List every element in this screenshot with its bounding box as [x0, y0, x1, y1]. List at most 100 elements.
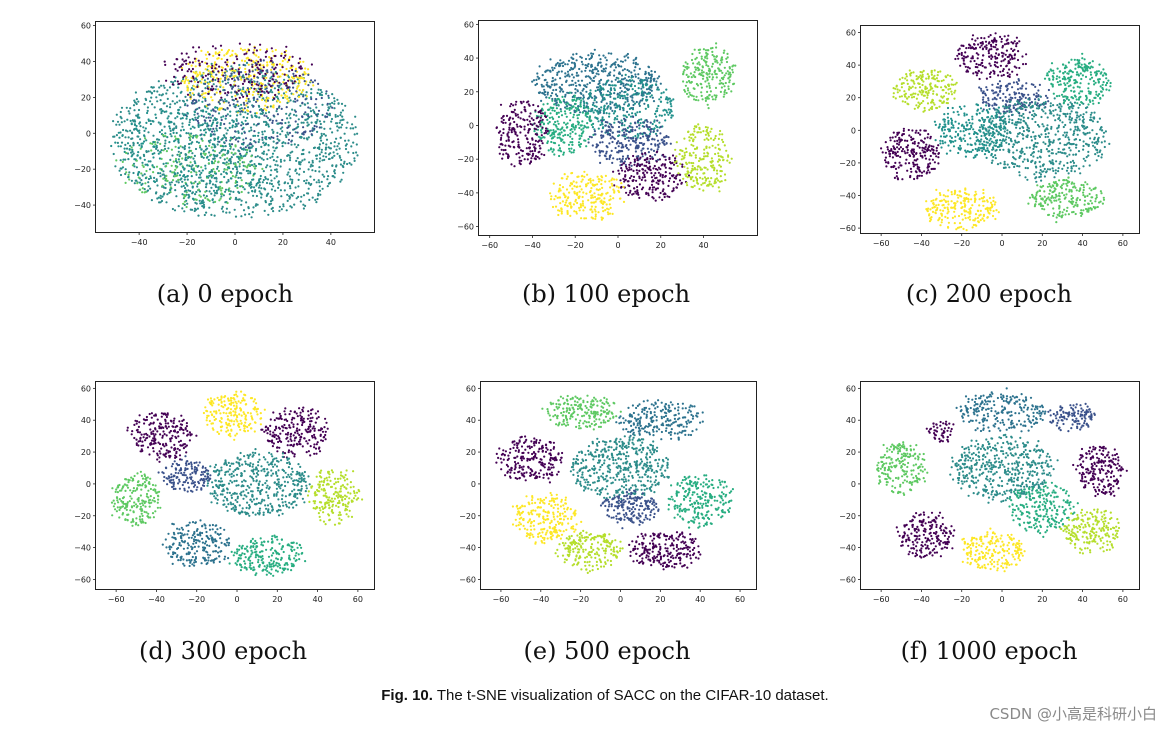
scatter-point-cluster-7: [717, 152, 720, 155]
scatter-point-cluster-1: [232, 75, 235, 78]
scatter-point-cluster-4: [539, 116, 542, 119]
scatter-point-cluster-2: [565, 126, 568, 129]
scatter-point-cluster-5: [644, 152, 647, 155]
scatter-point-cluster-0: [177, 205, 180, 208]
scatter-point-cluster-2: [568, 150, 571, 153]
scatter-point-cluster-3: [248, 70, 251, 73]
scatter-point-cluster-0: [262, 120, 266, 123]
scatter-point-cluster-0: [294, 186, 297, 189]
scatter-point-cluster-0: [584, 75, 587, 78]
scatter-point-cluster-3: [274, 66, 277, 69]
scatter-point-cluster-1: [200, 49, 203, 53]
scatter-point-cluster-6: [593, 192, 596, 195]
scatter-point-cluster-4: [541, 126, 544, 129]
scatter-point-cluster-1: [259, 82, 263, 85]
scatter-point-cluster-6: [550, 195, 553, 198]
scatter-point-cluster-5: [180, 171, 183, 174]
scatter-point-cluster-3: [621, 122, 624, 125]
scatter-point-cluster-2: [229, 75, 232, 78]
scatter-point-cluster-1: [638, 127, 641, 130]
scatter-point-cluster-8: [723, 66, 726, 69]
scatter-point-cluster-6: [580, 217, 583, 220]
scatter-point-cluster-0: [322, 155, 325, 158]
scatter-point-cluster-2: [251, 63, 254, 66]
scatter-point-cluster-2: [203, 119, 206, 122]
scatter-point-cluster-5: [638, 169, 641, 172]
scatter-point-cluster-0: [191, 152, 194, 155]
scatter-point-cluster-4: [537, 105, 540, 108]
scatter-point-cluster-2: [551, 150, 554, 153]
scatter-point-cluster-0: [315, 181, 318, 184]
scatter-point-cluster-0: [204, 87, 207, 90]
scatter-point-cluster-5: [680, 181, 683, 184]
scatter-point-cluster-0: [334, 113, 337, 117]
scatter-point-cluster-2: [315, 98, 318, 101]
scatter-point-cluster-0: [129, 107, 132, 110]
scatter-point-cluster-0: [344, 147, 348, 151]
scatter-point-cluster-0: [536, 72, 539, 75]
scatter-point-cluster-0: [257, 179, 261, 182]
scatter-point-cluster-3: [187, 56, 190, 59]
scatter-point-cluster-6: [597, 178, 600, 181]
scatter-point-cluster-4: [499, 138, 502, 141]
scatter-point-cluster-0: [248, 150, 252, 153]
scatter-point-cluster-3: [647, 139, 650, 142]
scatter-point-cluster-0: [653, 70, 657, 73]
scatter-point-cluster-3: [621, 134, 624, 137]
scatter-point-cluster-5: [152, 180, 156, 183]
scatter-point-cluster-1: [665, 109, 668, 112]
scatter-point-cluster-0: [609, 102, 612, 106]
scatter-point-cluster-0: [112, 152, 115, 156]
scatter-point-cluster-3: [603, 154, 606, 157]
scatter-point-cluster-6: [574, 200, 577, 203]
scatter-point-cluster-3: [236, 58, 239, 61]
scatter-point-cluster-0: [638, 101, 641, 104]
scatter-point-cluster-5: [169, 112, 172, 115]
scatter-point-cluster-3: [245, 52, 248, 55]
scatter-point-cluster-4: [240, 157, 244, 160]
scatter-point-cluster-5: [173, 172, 176, 175]
scatter-point-cluster-0: [645, 88, 649, 91]
scatter-point-cluster-5: [635, 169, 638, 172]
scatter-point-cluster-5: [235, 104, 238, 107]
scatter-point-cluster-0: [554, 97, 557, 101]
scatter-point-cluster-5: [154, 113, 157, 116]
scatter-point-cluster-0: [277, 186, 280, 189]
scatter-point-cluster-4: [229, 196, 232, 199]
scatter-point-cluster-5: [636, 157, 639, 160]
scatter-point-cluster-5: [234, 165, 237, 168]
scatter-point-cluster-2: [247, 146, 250, 149]
scatter-point-cluster-2: [548, 96, 551, 99]
scatter-point-cluster-5: [159, 150, 162, 153]
scatter-point-cluster-1: [263, 107, 266, 110]
scatter-point-cluster-5: [675, 186, 678, 189]
scatter-point-cluster-5: [651, 179, 655, 182]
scatter-point-cluster-3: [648, 160, 651, 163]
scatter-point-cluster-2: [318, 126, 321, 129]
scatter-point-cluster-1: [200, 78, 203, 81]
scatter-point-cluster-8: [695, 56, 698, 59]
scatter-point-cluster-0: [166, 97, 169, 100]
scatter-point-cluster-2: [279, 122, 282, 125]
scatter-point-cluster-0: [143, 103, 146, 106]
scatter-point-cluster-7: [711, 144, 714, 147]
scatter-point-cluster-0: [288, 175, 291, 178]
scatter-point-cluster-0: [631, 99, 634, 102]
scatter-point-cluster-6: [590, 201, 593, 204]
scatter-point-cluster-7: [692, 162, 695, 165]
scatter-point-cluster-4: [142, 165, 145, 168]
scatter-point-cluster-1: [302, 88, 305, 92]
scatter-point-cluster-4: [534, 143, 537, 146]
scatter-point-cluster-3: [235, 91, 238, 94]
scatter-point-cluster-6: [592, 179, 595, 182]
scatter-point-cluster-0: [597, 70, 600, 73]
scatter-point-cluster-1: [669, 100, 672, 103]
scatter-point-cluster-1: [648, 132, 652, 136]
scatter-point-cluster-1: [618, 105, 621, 108]
scatter-point-cluster-1: [253, 53, 256, 56]
scatter-point-cluster-0: [120, 141, 124, 144]
scatter-point-cluster-1: [648, 86, 651, 89]
scatter-point-cluster-0: [286, 117, 289, 120]
scatter-point-cluster-1: [647, 104, 650, 107]
scatter-point-cluster-0: [631, 96, 634, 99]
